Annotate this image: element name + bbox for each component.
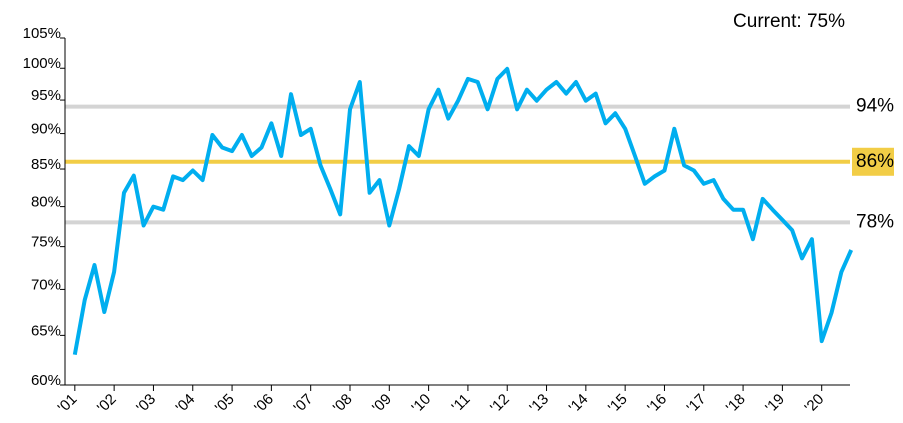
x-tick-label: '13 [526, 391, 552, 417]
x-tick-label: '10 [408, 391, 434, 417]
reference-label: 78% [856, 211, 894, 232]
y-tick-label: 95% [31, 87, 61, 104]
data-line [72, 66, 854, 356]
x-tick-label: '20 [801, 391, 827, 417]
y-tick-label: 60% [31, 372, 61, 389]
y-tick-label: 70% [31, 276, 61, 293]
annotation: Current: 75% [733, 11, 845, 32]
y-tick-label: 100% [23, 55, 61, 72]
x-tick-label: '18 [723, 391, 749, 417]
y-tick-label: 105% [23, 25, 61, 42]
x-tick-label: '01 [55, 391, 81, 417]
x-tick-label: '02 [94, 391, 120, 417]
x-tick-label: '07 [290, 391, 316, 417]
x-tick-label: '04 [173, 391, 199, 417]
y-tick-label: 85% [31, 156, 61, 173]
x-tick-label: '06 [251, 391, 277, 417]
x-tick-label: '17 [684, 391, 710, 417]
y-tick-label: 90% [31, 121, 61, 138]
x-tick-label: '16 [644, 391, 670, 417]
x-tick-label: '05 [212, 391, 238, 417]
x-tick-label: '09 [369, 391, 395, 417]
y-tick-label: 75% [31, 234, 61, 251]
x-tick-label: '03 [133, 391, 159, 417]
x-tick-label: '11 [448, 391, 473, 416]
x-tick-label: '08 [330, 391, 356, 417]
x-tick-label: '14 [566, 391, 592, 417]
x-tick-label: '19 [762, 391, 788, 417]
reference-label: 86% [856, 151, 894, 172]
y-tick-label: 80% [31, 194, 61, 211]
reference-label: 94% [856, 96, 894, 117]
x-tick-label: '12 [487, 391, 513, 417]
x-tick-label: '15 [605, 391, 631, 417]
reference-label-bg [852, 147, 894, 176]
y-tick-label: 65% [31, 322, 61, 339]
